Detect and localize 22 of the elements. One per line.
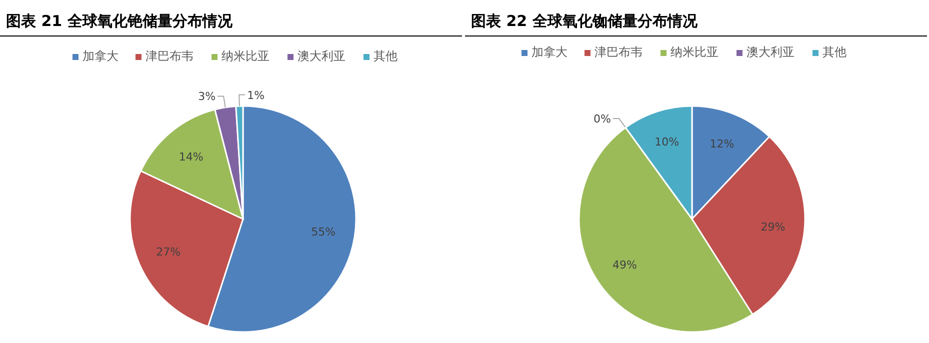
chart-title: 图表 22 全球氧化铷储量分布情况 — [471, 12, 698, 30]
data-label: 3% — [198, 90, 216, 104]
legend-label: 其他 — [822, 45, 846, 59]
data-label: 12% — [710, 137, 734, 150]
data-label: 29% — [760, 220, 786, 234]
legend-label: 加拿大 — [82, 49, 118, 63]
data-label: 27% — [156, 245, 181, 258]
legend-label: 加拿大 — [532, 45, 568, 59]
data-label: 10% — [654, 136, 680, 149]
legend-label: 其他 — [374, 49, 398, 63]
data-label: 1% — [247, 88, 265, 102]
legend-label: 津巴布韦 — [146, 49, 194, 63]
text: 0% — [593, 112, 611, 126]
chart-title: 图表 21 全球氧化铯储量分布情况 — [6, 12, 234, 30]
legend-label: 澳大利亚 — [298, 49, 346, 63]
data-label: 49% — [612, 258, 637, 272]
legend-label: 澳大利亚 — [746, 45, 794, 59]
data-label: 14% — [178, 150, 204, 164]
legend-label: 纳米比亚 — [670, 45, 718, 59]
legend-label: 纳米比亚 — [222, 49, 270, 63]
legend-label: 津巴布韦 — [594, 45, 642, 59]
data-label: 55% — [311, 226, 336, 239]
